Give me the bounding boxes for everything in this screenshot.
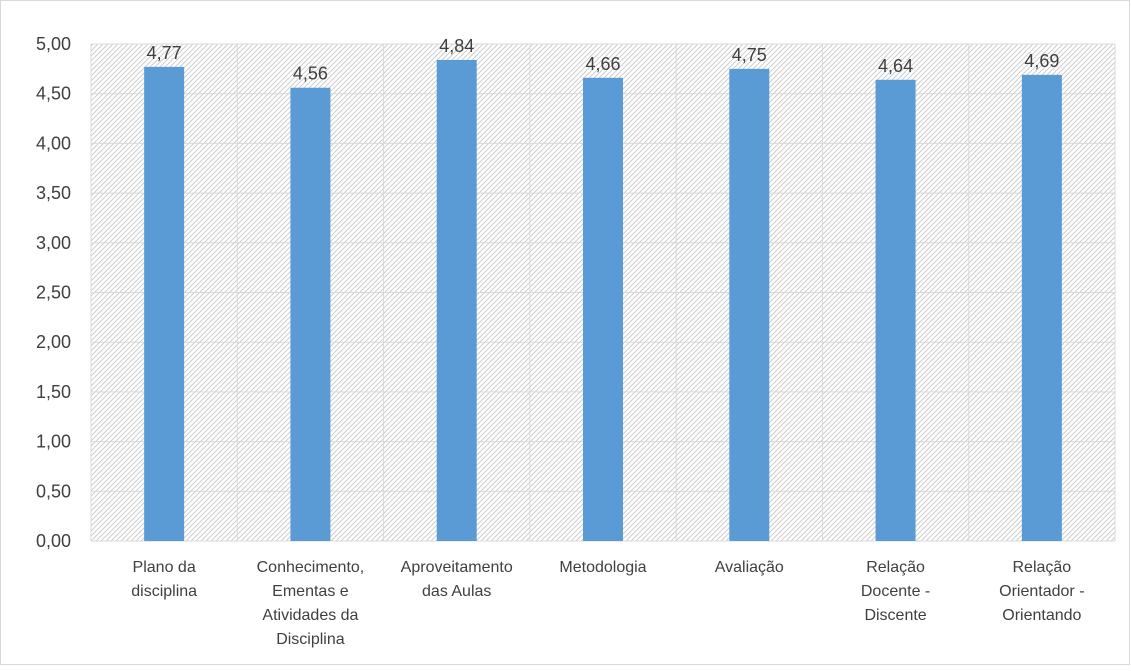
bar [436,59,477,542]
category-label-line: Discente [864,607,926,624]
y-tick-label: 5,00 [36,34,71,54]
bar [144,66,185,541]
data-label: 4,77 [147,43,182,63]
data-label: 4,56 [293,64,328,84]
data-label: 4,66 [585,54,620,74]
category-label: Relação Orientador - Orientando [999,559,1084,624]
category-label-line: Avaliação [715,559,784,576]
bar [729,68,770,541]
category-label: Conhecimento, Ementas e Atividades da Disci… [257,559,365,648]
data-labels: 4,77 4,56 4,84 4,66 4,75 4,64 4,69 [147,36,1060,84]
bar [290,87,331,542]
y-tick-label: 0,50 [36,481,71,501]
y-tick-label: 4,00 [36,133,71,153]
bars [144,59,1062,542]
bar [1021,74,1062,542]
category-label-line: Relação [1013,559,1072,576]
y-tick-label: 1,50 [36,382,71,402]
y-tick-label: 1,00 [36,432,71,452]
bar [583,77,623,542]
category-label: Metodologia [559,559,646,576]
category-label-line: Aproveitamento [401,559,513,576]
y-tick-label: 0,00 [36,531,71,551]
category-label-line: Docente - [861,583,930,600]
category-label-line: Ementas e [272,583,349,600]
category-label: Aproveitamento das Aulas [401,559,513,600]
y-tick-label: 2,50 [36,283,71,303]
data-label: 4,69 [1024,51,1059,71]
y-tick-label: 3,50 [36,183,71,203]
category-label-line: Conhecimento, [257,559,365,576]
category-label-line: Orientando [1002,607,1081,624]
category-label: Relação Docente - Discente [861,559,930,624]
category-label: Avaliação [715,559,784,576]
data-label: 4,64 [878,56,913,76]
category-label-line: das Aulas [422,583,491,600]
data-label: 4,75 [732,45,767,65]
category-label-line: Atividades da [262,607,358,624]
bar [875,79,916,541]
category-label-line: Plano da [133,559,196,576]
data-label: 4,84 [439,36,474,56]
category-label-line: Disciplina [276,631,345,648]
y-tick-label: 3,00 [36,233,71,253]
y-axis-tick-labels: 0,00 0,50 1,00 1,50 2,00 2,50 3,00 3,50 4,00 4,50… [36,34,71,551]
x-axis-category-labels: Plano da disciplina Conhecimento, Ementas e… [131,559,1084,648]
category-label-line: Relação [866,559,925,576]
y-tick-label: 2,00 [36,332,71,352]
category-label-line: Metodologia [559,559,646,576]
y-tick-label: 4,50 [36,84,71,104]
category-label: Plano da disciplina [131,559,197,600]
category-label-line: disciplina [131,583,197,600]
category-label-line: Orientador - [999,583,1084,600]
